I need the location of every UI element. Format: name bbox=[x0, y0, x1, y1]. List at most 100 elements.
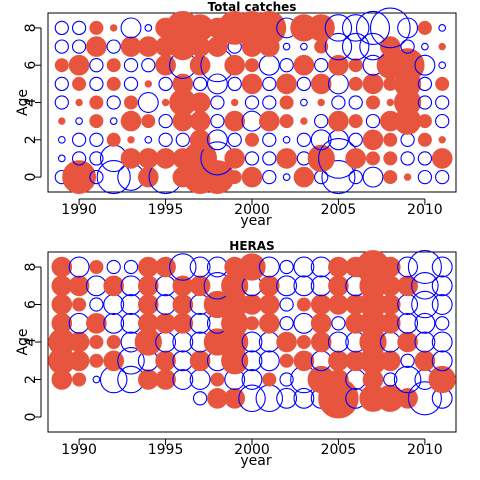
bubble-1-2006-age2 bbox=[348, 132, 363, 147]
bubble-2-1996-age2 bbox=[172, 369, 194, 390]
y-tick-label-1-8: 8 bbox=[23, 23, 39, 32]
y-axis-label-2: Age bbox=[15, 328, 31, 355]
bubble-1-2011-age0 bbox=[435, 169, 450, 185]
bubble-1-2006-age1 bbox=[345, 148, 367, 169]
bubble-1-2000-age2 bbox=[244, 132, 259, 147]
bubble-2-1999-age1 bbox=[224, 387, 246, 409]
bubble-2-1989-age7 bbox=[51, 275, 73, 297]
bubble-1-2011-age2 bbox=[438, 136, 446, 144]
bubble-1-2003-age5 bbox=[296, 76, 312, 92]
bubble-2-1990-age2 bbox=[72, 372, 87, 387]
bubble-1-2010-age5 bbox=[417, 76, 433, 92]
bubble-1-2010-age7 bbox=[421, 42, 429, 51]
bubble-1-1997-age4 bbox=[189, 92, 211, 113]
bubble-1-1991-age0 bbox=[89, 169, 104, 185]
bubble-1-2000-age6 bbox=[244, 58, 259, 73]
bubble-2-2001-age5 bbox=[258, 312, 280, 334]
bubble-2-1996-age8 bbox=[169, 253, 197, 281]
bubble-2-1991-age2 bbox=[92, 375, 101, 384]
bubble-2-2005-age8 bbox=[328, 256, 349, 278]
bubble-1-1989-age7 bbox=[54, 39, 69, 54]
bubble-1-2000-age3 bbox=[241, 110, 263, 132]
bubble-1-2004-age8 bbox=[307, 14, 335, 42]
bubble-2-2010-age4 bbox=[414, 331, 436, 353]
bubble-2-1990-age8 bbox=[68, 256, 90, 278]
bubble-1-2006-age6 bbox=[348, 58, 363, 73]
bubble-1-1989-age5 bbox=[54, 76, 69, 92]
bubble-1-1991-age3 bbox=[89, 114, 104, 129]
bubble-2-2008-age2 bbox=[383, 372, 398, 387]
bubble-1-1999-age1 bbox=[224, 148, 246, 169]
bubble-2-1992-age4 bbox=[106, 334, 121, 349]
bubble-1-2002-age5 bbox=[276, 73, 297, 95]
bubble-1-2000-age4 bbox=[244, 95, 260, 110]
bubble-2-2000-age5 bbox=[244, 316, 259, 331]
bubble-1-2001-age2 bbox=[262, 132, 277, 147]
bubble-1-1994-age5 bbox=[144, 80, 152, 88]
bubble-1-2001-age1 bbox=[262, 151, 277, 166]
bubble-1-2004-age3 bbox=[314, 113, 329, 129]
bubble-1-2007-age8 bbox=[355, 10, 391, 45]
bubble-1-2011-age5 bbox=[435, 76, 450, 91]
x-tick-label-1-1995: 1995 bbox=[148, 202, 184, 218]
bubble-2-2002-age8 bbox=[279, 259, 294, 275]
bubble-1-1999-age4 bbox=[230, 98, 239, 107]
bubble-2-2009-age8 bbox=[397, 256, 419, 278]
bubble-1-1993-age4 bbox=[124, 95, 139, 110]
bubble-2-1990-age5 bbox=[68, 312, 90, 334]
bubble-2-1998-age1 bbox=[207, 387, 228, 409]
bubble-1-1994-age1 bbox=[138, 148, 159, 169]
bubble-1-1991-age2 bbox=[89, 132, 104, 147]
bubble-1-2001-age5 bbox=[262, 76, 277, 92]
bubble-2-2005-age3 bbox=[328, 350, 349, 372]
bubble-2-2002-age7 bbox=[276, 275, 298, 297]
bubble-2-2002-age1 bbox=[276, 387, 298, 409]
bubble-2-1994-age5 bbox=[138, 312, 159, 334]
bubble-1-2009-age0 bbox=[403, 173, 412, 181]
bubble-1-2005-age7 bbox=[324, 32, 353, 61]
bubble-1-2008-age1 bbox=[383, 151, 398, 166]
bubble-2-2000-age3 bbox=[241, 350, 263, 372]
bubble-2-1990-age6 bbox=[72, 297, 87, 312]
y-tick-label-2-2: 2 bbox=[23, 375, 39, 384]
bubble-2-2006-age2 bbox=[345, 369, 367, 390]
bubble-1-2007-age2 bbox=[362, 129, 384, 151]
bubble-1-1992-age2 bbox=[106, 132, 121, 147]
bubble-2-1993-age3 bbox=[117, 347, 145, 375]
bubble-2-2002-age5 bbox=[279, 316, 294, 331]
bubble-2-2011-age8 bbox=[431, 256, 453, 278]
y-tick-label-1-2: 2 bbox=[23, 135, 39, 144]
bubble-2-2001-age1 bbox=[255, 384, 284, 413]
bubble-1-2002-age1 bbox=[276, 148, 297, 169]
bubble-1-1991-age8 bbox=[89, 20, 104, 35]
bubble-2-1998-age2 bbox=[210, 372, 225, 387]
bubble-1-2003-age6 bbox=[293, 54, 315, 76]
bubble-1-1995-age2 bbox=[158, 132, 173, 147]
bubble-1-2001-age6 bbox=[258, 54, 280, 76]
bubble-2-2003-age5 bbox=[293, 312, 315, 334]
bubble-1-2001-age8 bbox=[252, 10, 287, 45]
y-tick-label-2-0: 0 bbox=[23, 413, 39, 422]
bubble-1-2005-age3 bbox=[328, 110, 349, 132]
bubble-1-2010-age6 bbox=[414, 54, 436, 76]
bubble-1-1990-age0 bbox=[62, 160, 96, 195]
bubble-2-2001-age6 bbox=[258, 294, 280, 315]
bubble-2-2002-age2 bbox=[279, 372, 294, 387]
bubble-2-2000-age4 bbox=[241, 331, 263, 353]
x-tick-label-1-1990: 1990 bbox=[61, 202, 97, 218]
bubble-2-2009-age7 bbox=[397, 275, 418, 297]
bubble-1-1990-age5 bbox=[72, 76, 87, 91]
bubble-2-2009-age3 bbox=[400, 353, 415, 368]
bubble-1-2011-age3 bbox=[435, 113, 450, 129]
bubble-2-2009-age6 bbox=[397, 294, 419, 315]
bubble-1-2003-age3 bbox=[300, 117, 308, 125]
bubble-1-1994-age7 bbox=[138, 36, 159, 57]
bubble-1-1989-age4 bbox=[54, 95, 69, 110]
bubble-2-1997-age3 bbox=[189, 350, 211, 372]
bubble-1-1998-age3 bbox=[210, 113, 225, 129]
bubble-1-2005-age8 bbox=[324, 14, 353, 42]
bubble-2-1997-age8 bbox=[189, 256, 211, 278]
bubble-1-2007-age4 bbox=[365, 95, 380, 110]
bubble-2-1991-age5 bbox=[86, 312, 107, 334]
bubble-1-2008-age8 bbox=[369, 7, 411, 49]
